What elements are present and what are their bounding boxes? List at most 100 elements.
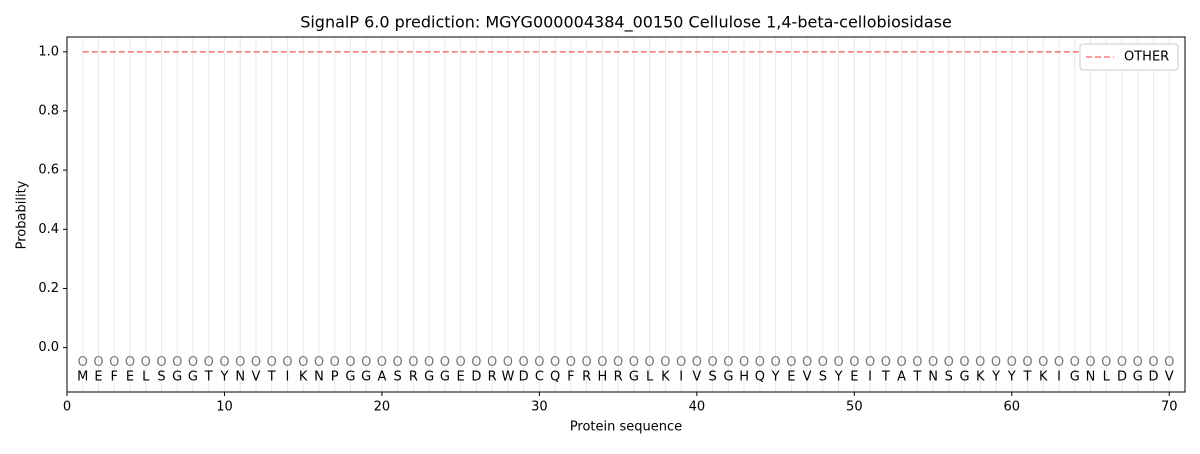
x-tick-label: 10 — [216, 400, 233, 415]
y-tick-label: 1.0 — [38, 44, 59, 59]
residue-label: Y — [771, 370, 780, 385]
prediction-label: O — [78, 355, 88, 370]
prediction-label: O — [896, 355, 906, 370]
y-axis-label: Probability — [15, 180, 30, 249]
y-tick-label: 0.2 — [38, 281, 59, 296]
prediction-label: O — [1085, 355, 1095, 370]
residue-label: T — [912, 370, 921, 385]
residue-label: E — [457, 370, 465, 385]
residue-label: M — [77, 370, 88, 385]
prediction-label: O — [251, 355, 261, 370]
x-tick-label: 40 — [689, 400, 706, 415]
prediction-label: O — [471, 355, 481, 370]
prediction-label: O — [613, 355, 623, 370]
residue-label: V — [803, 370, 812, 385]
prediction-label: O — [1007, 355, 1017, 370]
prediction-label: O — [534, 355, 544, 370]
residue-label: G — [1133, 370, 1143, 385]
prediction-label: O — [1117, 355, 1127, 370]
prediction-label: O — [393, 355, 403, 370]
prediction-label: O — [440, 355, 450, 370]
residue-label: S — [819, 370, 827, 385]
residue-label: D — [1148, 370, 1158, 385]
x-tick-label: 70 — [1161, 400, 1178, 415]
residue-label: K — [661, 370, 670, 385]
prediction-label: O — [944, 355, 954, 370]
residue-label: A — [897, 370, 906, 385]
residue-label: R — [488, 370, 497, 385]
prediction-label: O — [519, 355, 529, 370]
prediction-label: O — [676, 355, 686, 370]
residue-label: L — [646, 370, 654, 385]
prediction-label: O — [566, 355, 576, 370]
prediction-label: O — [786, 355, 796, 370]
prediction-label: O — [503, 355, 513, 370]
residue-label: V — [692, 370, 701, 385]
residue-label: S — [394, 370, 402, 385]
prediction-label: O — [597, 355, 607, 370]
residue-label: G — [723, 370, 733, 385]
y-tick-label: 0.4 — [38, 222, 59, 237]
prediction-label: O — [865, 355, 875, 370]
prediction-label: O — [377, 355, 387, 370]
legend-label: OTHER — [1124, 50, 1169, 65]
prediction-label: O — [959, 355, 969, 370]
prediction-label: O — [881, 355, 891, 370]
residue-label: G — [172, 370, 182, 385]
y-tick-label: 0.0 — [38, 340, 59, 355]
legend-box — [1079, 43, 1179, 71]
prediction-label: O — [298, 355, 308, 370]
x-tick-label: 60 — [1004, 400, 1021, 415]
legend: OTHER — [1079, 43, 1179, 71]
residue-label: E — [787, 370, 795, 385]
residue-label: G — [188, 370, 198, 385]
residue-label: N — [235, 370, 245, 385]
residue-label: G — [960, 370, 970, 385]
residue-label: Y — [991, 370, 1000, 385]
residue-label: T — [881, 370, 890, 385]
residue-label: C — [535, 370, 544, 385]
residue-label: G — [424, 370, 434, 385]
prediction-label: O — [424, 355, 434, 370]
residue-label: Y — [1007, 370, 1016, 385]
prediction-label: O — [582, 355, 592, 370]
residue-label: K — [976, 370, 985, 385]
prediction-label: O — [802, 355, 812, 370]
prediction-label: O — [707, 355, 717, 370]
residue-label: L — [1103, 370, 1111, 385]
y-tick-label: 0.6 — [38, 163, 59, 178]
residue-label: W — [501, 370, 514, 385]
prediction-label: O — [739, 355, 749, 370]
residue-label: Y — [834, 370, 843, 385]
residue-label: I — [679, 370, 683, 385]
residue-label: G — [345, 370, 355, 385]
residue-label: F — [110, 370, 117, 385]
prediction-label: O — [833, 355, 843, 370]
prediction-label: O — [408, 355, 418, 370]
prediction-label: O — [456, 355, 466, 370]
prediction-label: O — [109, 355, 119, 370]
prediction-label: O — [330, 355, 340, 370]
prediction-label: O — [991, 355, 1001, 370]
prediction-label: O — [770, 355, 780, 370]
residue-label: H — [597, 370, 607, 385]
y-tick-label: 0.8 — [38, 103, 59, 118]
residue-label: G — [629, 370, 639, 385]
residue-label: G — [440, 370, 450, 385]
residue-label: A — [377, 370, 386, 385]
residue-label: K — [299, 370, 308, 385]
chart-title: SignalP 6.0 prediction: MGYG000004384_00… — [300, 13, 952, 33]
prediction-label: O — [1148, 355, 1158, 370]
prediction-label: O — [282, 355, 292, 370]
residue-label: L — [142, 370, 150, 385]
prediction-label: O — [755, 355, 765, 370]
residue-label: R — [614, 370, 623, 385]
residue-label: T — [1023, 370, 1032, 385]
x-tick-label: 20 — [374, 400, 391, 415]
x-tick-label: 50 — [846, 400, 863, 415]
prediction-label: O — [141, 355, 151, 370]
prediction-label: O — [645, 355, 655, 370]
prediction-label: O — [235, 355, 245, 370]
residue-label: I — [868, 370, 872, 385]
